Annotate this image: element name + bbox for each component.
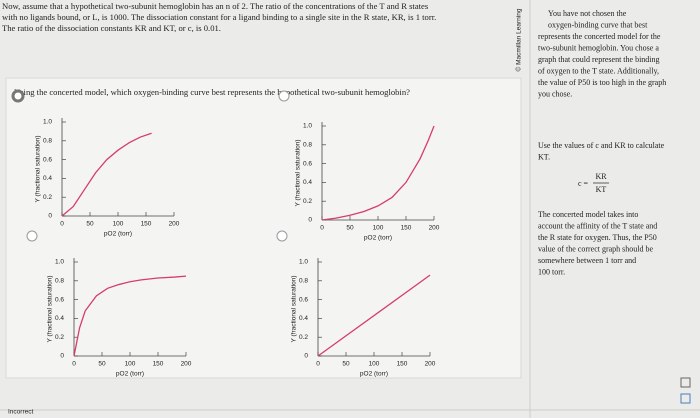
feedback-line: somewhere between 1 torr and xyxy=(538,256,636,265)
y-axis-label: Y (fractional saturation) xyxy=(291,275,298,342)
y-tick-label: 0.8 xyxy=(55,278,64,285)
icon[interactable] xyxy=(680,377,691,388)
feedback-line: KT. xyxy=(538,152,550,161)
feedback-line: 100 torr. xyxy=(538,267,565,276)
feedback-line: you chose. xyxy=(538,89,572,98)
x-tick-label: 0 xyxy=(72,361,76,368)
feedback-line: Use the values of c and KR to calculate xyxy=(538,141,665,150)
y-tick-label: 0.2 xyxy=(43,194,52,201)
y-tick-label: 0.4 xyxy=(43,175,52,182)
feedback-line: You have not chosen the xyxy=(548,9,627,18)
y-tick-label: 1.0 xyxy=(55,259,64,266)
y-tick-label: 1.0 xyxy=(299,259,308,266)
y-tick-label: 0.2 xyxy=(303,198,312,205)
x-tick-label: 200 xyxy=(429,225,440,232)
feedback-line: two-subunit hemoglobin. You chose a xyxy=(538,43,659,52)
question-line: Now, assume that a hypothetical two-subu… xyxy=(2,1,429,11)
icon[interactable] xyxy=(680,393,691,404)
equation: KR xyxy=(595,172,607,181)
x-tick-label: 200 xyxy=(181,361,192,368)
x-tick-label: 50 xyxy=(86,221,94,228)
y-tick-label: 1.0 xyxy=(303,123,312,130)
y-tick-label: 0 xyxy=(60,353,64,360)
y-tick-label: 0.2 xyxy=(299,334,308,341)
x-axis-label: pO2 (torr) xyxy=(360,371,388,378)
feedback-line: account the affinity of the T state and xyxy=(538,221,657,230)
radio-button[interactable] xyxy=(11,89,25,103)
feedback-line: the R state for oxygen. Thus, the P50 xyxy=(538,233,657,242)
feedback-line: the value of P50 is too high in the grap… xyxy=(538,78,666,87)
feedback-line: represents the concerted model for the xyxy=(538,32,661,41)
equation: KT xyxy=(596,185,607,194)
y-tick-label: 0.6 xyxy=(43,156,52,163)
x-tick-label: 150 xyxy=(401,225,412,232)
x-tick-label: 200 xyxy=(425,361,436,368)
x-tick-label: 50 xyxy=(346,225,354,232)
y-axis-label: Y (fractional saturation) xyxy=(295,139,302,206)
y-tick-label: 0.6 xyxy=(299,296,308,303)
question-panel xyxy=(5,77,522,379)
x-tick-label: 150 xyxy=(397,361,408,368)
status: Incorrect xyxy=(8,409,33,416)
x-tick-label: 150 xyxy=(153,361,164,368)
radio-button[interactable] xyxy=(276,230,288,242)
equation: c = xyxy=(578,179,589,188)
feedback-line: of oxygen to the T state. Additionally, xyxy=(538,66,659,75)
y-axis-label: Y (fractional saturation) xyxy=(35,135,42,202)
curve xyxy=(321,125,435,221)
x-axis-label: pO2 (torr) xyxy=(364,235,392,242)
prompt: Using the concerted model, which oxygen-… xyxy=(14,87,410,97)
y-tick-label: 0.8 xyxy=(43,138,52,145)
y-tick-label: 0.8 xyxy=(303,142,312,149)
y-tick-label: 1.0 xyxy=(43,119,52,126)
x-axis-label: pO2 (torr) xyxy=(104,231,132,238)
x-tick-label: 100 xyxy=(113,221,124,228)
feedback-line: graph that could represent the binding xyxy=(538,55,660,64)
curve xyxy=(73,275,187,357)
x-tick-label: 50 xyxy=(98,361,106,368)
curve xyxy=(61,132,152,217)
x-tick-label: 100 xyxy=(373,225,384,232)
x-tick-label: 50 xyxy=(342,361,350,368)
feedback-line: value of the correct graph should be xyxy=(538,244,654,253)
x-tick-label: 100 xyxy=(125,361,136,368)
y-tick-label: 0 xyxy=(304,353,308,360)
y-tick-label: 0.6 xyxy=(303,160,312,167)
radio-button[interactable] xyxy=(26,230,38,242)
y-axis-label: Y (fractional saturation) xyxy=(47,275,54,342)
question-line: The ratio of the dissociation constants … xyxy=(2,23,221,33)
y-tick-label: 0.8 xyxy=(299,278,308,285)
y-tick-label: 0 xyxy=(308,217,312,224)
x-tick-label: 200 xyxy=(169,221,180,228)
x-tick-label: 150 xyxy=(141,221,152,228)
x-tick-label: 0 xyxy=(320,225,324,232)
feedback-line: oxygen-binding curve that best xyxy=(548,20,648,29)
y-tick-label: 0.4 xyxy=(299,315,308,322)
question-line: with no ligands bound, or L, is 1000. Th… xyxy=(2,12,436,22)
copyright: © Macmillan Learning xyxy=(515,8,523,71)
y-tick-label: 0 xyxy=(48,213,52,220)
feedback-line: The concerted model takes into xyxy=(538,210,638,219)
y-tick-label: 0.2 xyxy=(55,334,64,341)
x-tick-label: 0 xyxy=(316,361,320,368)
y-tick-label: 0.6 xyxy=(55,296,64,303)
x-tick-label: 0 xyxy=(60,221,64,228)
curve xyxy=(317,274,431,357)
y-tick-label: 0.4 xyxy=(55,315,64,322)
radio-button[interactable] xyxy=(278,90,290,102)
x-tick-label: 100 xyxy=(369,361,380,368)
x-axis-label: pO2 (torr) xyxy=(116,371,144,378)
y-tick-label: 0.4 xyxy=(303,179,312,186)
